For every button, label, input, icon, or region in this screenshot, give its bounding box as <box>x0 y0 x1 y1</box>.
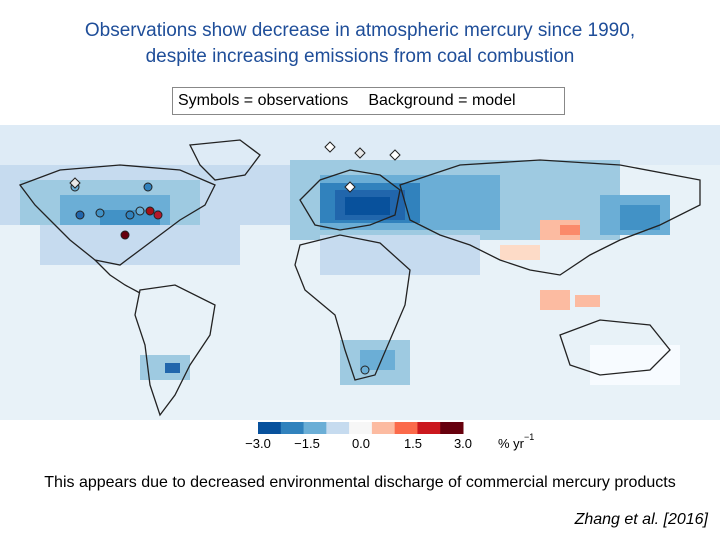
obs-marker <box>95 208 105 218</box>
obs-marker <box>69 177 81 189</box>
obs-marker <box>145 206 155 216</box>
obs-marker <box>143 182 153 192</box>
obs-marker <box>344 181 356 193</box>
map-legend: Symbols = observations Background = mode… <box>172 87 565 115</box>
obs-marker <box>135 206 145 216</box>
colorbar-cell <box>349 422 373 434</box>
australia <box>559 319 671 376</box>
europe <box>299 169 401 231</box>
asia <box>399 159 701 276</box>
continent-outlines <box>18 139 701 417</box>
colorbar-cell <box>258 422 282 434</box>
obs-marker <box>354 147 366 159</box>
north-america <box>18 164 216 266</box>
caption: This appears due to decreased environmen… <box>44 474 676 491</box>
colorbar-cell <box>371 422 396 434</box>
title-line-2: despite increasing emissions from coal c… <box>145 46 575 67</box>
colorbar-cell <box>303 422 327 434</box>
colorbar-cells <box>258 422 464 434</box>
colorbar-unit-exponent: −1 <box>524 432 534 442</box>
slide-title: Observations show decrease in atmospheri… <box>0 18 720 70</box>
world-trend-map <box>0 125 720 420</box>
greenland <box>188 139 261 181</box>
obs-marker <box>153 210 163 220</box>
obs-marker <box>324 141 336 153</box>
africa <box>294 234 411 381</box>
colorbar-cell <box>394 422 418 434</box>
central-america <box>94 259 141 294</box>
colorbar-tick: 0.0 <box>352 436 370 451</box>
legend-background: Background = model <box>368 92 516 109</box>
colorbar-tick: −1.5 <box>294 436 320 451</box>
south-america <box>134 284 216 417</box>
citation: Zhang et al. [2016] <box>574 511 708 528</box>
title-line-1: Observations show decrease in atmospheri… <box>84 20 636 41</box>
colorbar-tick: 1.5 <box>404 436 422 451</box>
colorbar: −3.0 −1.5 0.0 1.5 3.0 % yr −1 <box>245 422 534 451</box>
colorbar-tick: −3.0 <box>245 436 271 451</box>
legend-symbols: Symbols = observations <box>178 92 349 109</box>
colorbar-cell <box>440 422 464 434</box>
obs-marker <box>389 149 401 161</box>
obs-marker <box>75 210 85 220</box>
colorbar-unit: % yr <box>498 436 525 451</box>
obs-marker <box>360 365 370 375</box>
observation-markers <box>69 141 401 375</box>
obs-marker <box>120 230 130 240</box>
obs-marker <box>125 210 135 220</box>
colorbar-tick: 3.0 <box>454 436 472 451</box>
colorbar-cell <box>280 422 305 434</box>
colorbar-cell <box>417 422 441 434</box>
colorbar-cell <box>326 422 350 434</box>
